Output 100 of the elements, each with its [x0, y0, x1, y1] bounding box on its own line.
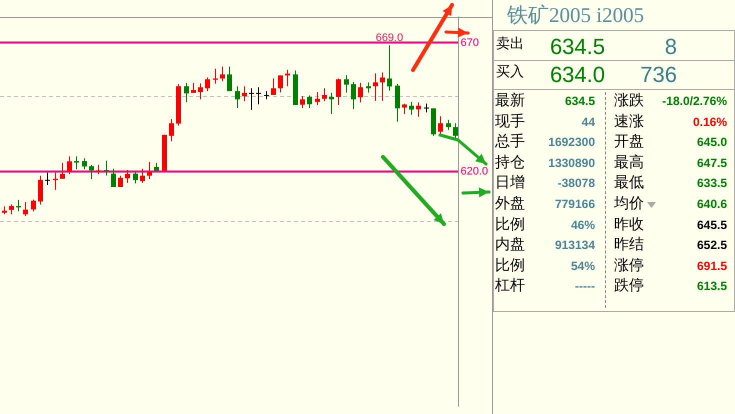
text: -18.0/2.76%	[662, 94, 727, 108]
candlestick	[446, 119, 451, 130]
candlestick	[300, 95, 305, 109]
candlestick	[351, 81, 356, 110]
candlestick	[387, 44, 392, 92]
candlestick	[235, 86, 240, 109]
candlestick	[453, 122, 458, 140]
candlestick	[395, 83, 400, 122]
text: 779166	[554, 197, 595, 211]
text: 634.5	[550, 34, 605, 59]
y-tick-label: 620.0	[460, 165, 488, 178]
candlestick	[104, 160, 109, 176]
candlestick	[111, 168, 116, 188]
text: 633.5	[696, 176, 727, 190]
text: 691.5	[696, 258, 727, 273]
text: 613.5	[696, 279, 727, 294]
candlestick	[16, 199, 21, 212]
candlestick	[60, 162, 65, 180]
candlestick	[147, 161, 152, 180]
candlestick	[220, 66, 225, 82]
text: 最新	[495, 92, 525, 109]
candlestick	[336, 78, 341, 106]
candlestick	[366, 82, 371, 94]
candlestick	[256, 86, 261, 105]
candlestick	[424, 103, 429, 113]
text: 645.0	[696, 135, 727, 150]
candlestick	[329, 92, 334, 114]
text: 645.5	[696, 218, 727, 232]
candlestick	[38, 175, 43, 206]
candlestick	[169, 118, 174, 142]
text: 最高	[614, 154, 644, 171]
candlestick	[264, 90, 269, 100]
candlestick	[271, 78, 276, 96]
candlestick	[227, 66, 232, 92]
text: 913134	[554, 238, 595, 252]
candlestick	[133, 171, 138, 184]
text: 640.6	[696, 197, 727, 211]
text: 均价	[614, 195, 644, 212]
text: 日增	[495, 174, 525, 192]
candlestick	[89, 164, 94, 180]
candlestick	[213, 68, 218, 84]
text: 647.5	[696, 156, 727, 170]
text: -38078	[558, 176, 595, 190]
annotation: 669.0	[376, 32, 404, 44]
candlestick	[344, 74, 349, 94]
candlestick	[242, 86, 247, 102]
candlestick	[82, 158, 87, 170]
candlestick	[249, 88, 254, 110]
text: 44	[582, 114, 595, 129]
text: 0.16%	[692, 114, 727, 129]
candlestick	[125, 170, 130, 184]
y-tick-label: 670	[460, 36, 479, 49]
text: 652.5	[696, 238, 727, 252]
text: 外盘	[495, 195, 525, 212]
text: 总手	[495, 133, 525, 150]
candlestick	[285, 69, 290, 87]
candlestick	[278, 74, 283, 93]
candlestick	[358, 82, 363, 103]
text: 昨结	[614, 236, 644, 254]
candlestick	[402, 103, 407, 114]
text: 杠杆	[495, 277, 525, 294]
candlestick	[438, 116, 443, 136]
text: 持仓	[495, 154, 525, 171]
candlestick	[9, 204, 14, 215]
text: 卖出	[496, 35, 524, 51]
candlestick	[31, 199, 36, 212]
candlestick	[67, 156, 72, 175]
text: 8	[664, 34, 677, 59]
text: 比例	[495, 256, 525, 274]
candlestick	[191, 82, 196, 94]
candlestick	[416, 102, 421, 118]
candlestick	[23, 201, 28, 217]
text: 铁矿2005 i2005	[507, 3, 644, 27]
candlestick	[45, 172, 50, 186]
candlestick	[198, 82, 203, 100]
text: 现手	[495, 112, 525, 130]
candlestick	[307, 94, 312, 109]
candlestick	[96, 164, 101, 175]
text: 涨停	[614, 256, 644, 274]
text: 速涨	[614, 112, 644, 130]
text: 跌停	[614, 277, 644, 294]
text: 比例	[495, 216, 525, 233]
candlestick	[74, 156, 79, 170]
candlestick	[322, 88, 327, 102]
candlestick	[205, 76, 210, 92]
text: 634.0	[550, 62, 605, 87]
candlestick	[140, 168, 145, 184]
text: 买入	[496, 63, 524, 79]
text: 内盘	[495, 236, 525, 254]
text: 昨收	[614, 216, 644, 233]
candlestick	[409, 101, 414, 116]
text: 46%	[570, 218, 595, 232]
text: 54%	[570, 258, 595, 273]
text: 涨跌	[614, 92, 644, 109]
candlestick	[184, 82, 189, 103]
text: 1330890	[548, 156, 595, 170]
candlestick	[373, 72, 378, 102]
text: 634.5	[564, 94, 595, 108]
text: 736	[640, 62, 677, 87]
text: 最低	[614, 174, 644, 192]
